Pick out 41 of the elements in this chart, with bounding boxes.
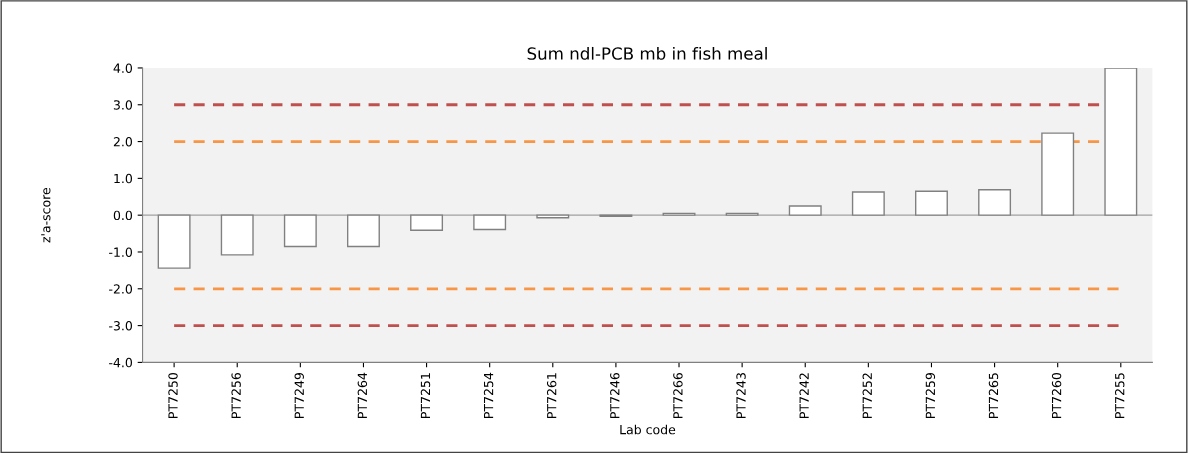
bar (851, 191, 885, 216)
bar (788, 205, 822, 216)
y-tick-label: -3.0 (109, 321, 133, 331)
y-tick-label: -2.0 (109, 284, 133, 294)
y-tick-label: 1.0 (114, 173, 133, 184)
x-tick-label: PT7246 (610, 372, 620, 418)
x-tick-label: PT7250 (168, 372, 178, 418)
x-tick-label: PT7252 (862, 373, 872, 418)
bar (1041, 132, 1075, 216)
bar (473, 214, 507, 231)
bar (157, 214, 191, 269)
bar (283, 214, 317, 248)
x-tick-label: PT7255 (1114, 373, 1125, 418)
bar (410, 214, 444, 231)
bar (978, 189, 1012, 216)
y-tick-label: -1.0 (109, 247, 133, 257)
x-tick-label: PT7249 (294, 373, 304, 418)
y-tick-label: 3.0 (113, 100, 133, 110)
bar (220, 214, 254, 256)
x-tick-label: PT7242 (799, 373, 809, 418)
y-tick-label: 4.0 (113, 63, 133, 73)
x-tick-label: PT7243 (736, 373, 746, 418)
bar (536, 214, 570, 219)
x-tick-label: PT7256 (231, 372, 241, 418)
x-tick-label: PT7251 (420, 373, 431, 418)
y-tick-label: -4.0 (109, 357, 133, 368)
x-tick-label: PT7265 (988, 373, 999, 418)
x-axis-title: Lab code (620, 424, 676, 435)
bar (346, 214, 380, 248)
x-tick-label: PT7266 (673, 372, 683, 418)
y-axis-title: z'a-score (41, 187, 51, 243)
x-tick-label: PT7264 (357, 372, 368, 418)
bar (914, 190, 948, 216)
y-tick-label: 0.0 (113, 210, 133, 221)
x-tick-label: PT7259 (925, 373, 936, 418)
bar (1104, 67, 1138, 216)
x-tick-label: PT7254 (483, 372, 494, 418)
x-tick-label: PT7260 (1051, 372, 1062, 418)
chart-title: Sum ndl-PCB mb in fish meal (527, 46, 767, 60)
y-tick-label: 2.0 (113, 137, 133, 147)
x-tick-label: PT7261 (546, 373, 557, 418)
